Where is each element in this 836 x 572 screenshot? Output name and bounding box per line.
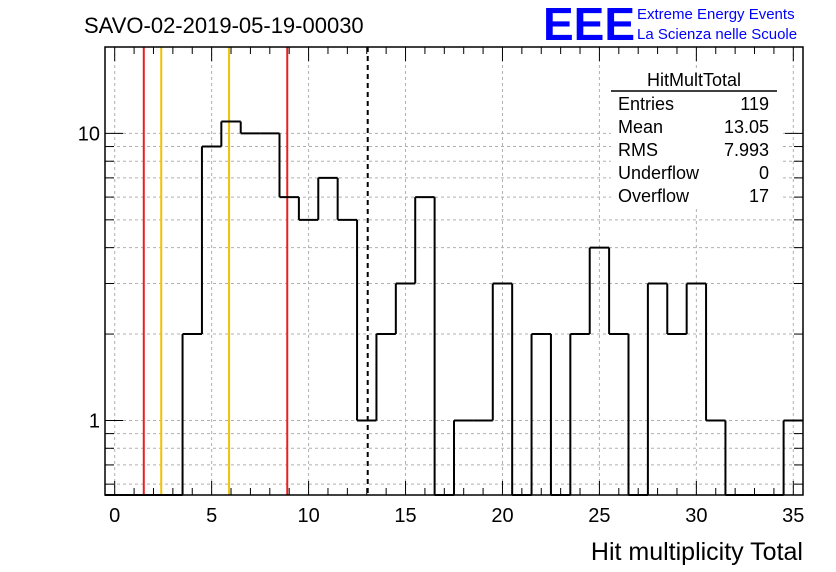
stats-row-label: Entries (618, 94, 674, 114)
x-axis-title: Hit multiplicity Total (591, 538, 803, 566)
x-tick-label: 10 (297, 505, 319, 527)
logo-mark: EEE (543, 0, 635, 50)
stats-row-label: Underflow (618, 163, 700, 183)
stats-row-value: 13.05 (724, 117, 769, 137)
plot-frame (104, 46, 804, 496)
stats-row-value: 17 (749, 186, 769, 206)
x-tick-label: 15 (394, 505, 416, 527)
stats-box: HitMultTotal Entries 119 Mean 13.05 RMS 7.993… (611, 68, 781, 208)
stats-row-value: 119 (740, 94, 769, 114)
stats-row-label: Overflow (618, 186, 690, 206)
stats-row-label: Mean (618, 117, 663, 137)
x-tick-label: 5 (206, 505, 217, 527)
y-tick-label: 10 (78, 123, 100, 145)
x-tick-label: 0 (109, 505, 120, 527)
logo-line-2: La Scienza nelle Scuole (637, 26, 797, 43)
stats-row-value: 0 (759, 163, 769, 183)
axes: 0 5 10 15 20 25 30 35 1 10 (78, 46, 804, 527)
x-tick-label: 25 (588, 505, 610, 527)
eee-logo: EEE Extreme Energy Events La Scienza nel… (543, 0, 797, 50)
run-title: SAVO-02-2019-05-19-00030 (84, 13, 364, 38)
y-tick-label: 1 (89, 410, 100, 432)
x-tick-label: 30 (685, 505, 707, 527)
stats-row-label: RMS (618, 140, 658, 160)
x-tick-label: 35 (782, 505, 804, 527)
logo-line-1: Extreme Energy Events (637, 6, 795, 23)
stats-rows: Entries 119 Mean 13.05 RMS 7.993 Underflow 0 Ove… (618, 94, 769, 206)
threshold-lines (142, 47, 369, 495)
x-tick-label: 20 (491, 505, 513, 527)
stats-title: HitMultTotal (647, 70, 741, 90)
stats-row-value: 7.993 (724, 140, 769, 160)
